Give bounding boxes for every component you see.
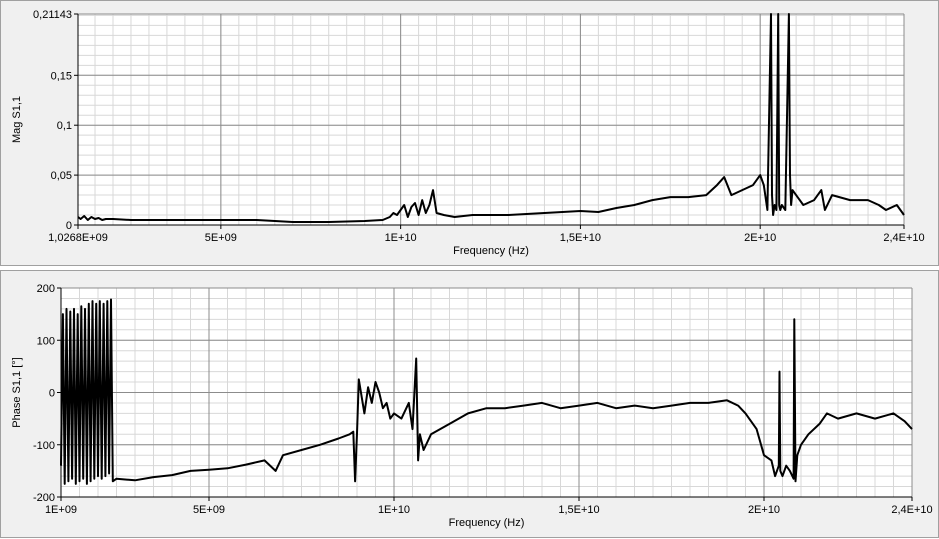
minor-grid <box>78 14 905 225</box>
x-tick-label: 2E+10 <box>748 504 780 516</box>
x-tick-label: 5E+09 <box>205 232 237 244</box>
x-tick-label: 1,0268E+09 <box>48 232 108 244</box>
x-tick-label: 5E+09 <box>193 504 225 516</box>
magnitude-chart: 0 0,05 0,1 0,15 0,21143 1,0268E+09 5E+09 1E+10 1… <box>11 9 925 257</box>
series-line-0 <box>60 298 913 485</box>
phase-chart: -200 -100 0 100 200 1E+09 5E+09 1E+10 1,5E+10 2E+… <box>11 283 933 529</box>
y-tick-label: 0,1 <box>57 120 72 132</box>
y-axis-title: Mag S1,1 <box>11 96 23 143</box>
x-tick-label: 1,5E+10 <box>560 232 601 244</box>
x-tick-label: 1E+10 <box>378 504 410 516</box>
phase-chart-panel: -200 -100 0 100 200 1E+09 5E+09 1E+10 1,5E+10 2E+… <box>0 270 939 538</box>
y-tick-label: -200 <box>33 492 55 504</box>
y-tick-label: -100 <box>33 440 55 452</box>
y-tick-label: 0,21143 <box>33 9 72 21</box>
y-tick-label: 0 <box>66 220 72 232</box>
y-tick-label: 200 <box>37 283 55 295</box>
y-tick-label: 0,15 <box>51 70 72 82</box>
x-tick-label: 1,5E+10 <box>558 504 599 516</box>
series-line-0 <box>77 13 905 223</box>
y-tick-label: 100 <box>37 335 55 347</box>
x-tick-label: 1E+09 <box>45 504 77 516</box>
x-tick-label: 2E+10 <box>744 232 776 244</box>
x-axis-title: Frequency (Hz) <box>449 517 525 529</box>
x-axis-title: Frequency (Hz) <box>453 245 529 257</box>
x-tick-label: 2,4E+10 <box>883 232 924 244</box>
magnitude-chart-panel: 0 0,05 0,1 0,15 0,21143 1,0268E+09 5E+09 1E+10 1… <box>0 0 939 266</box>
x-tick-label: 2,4E+10 <box>891 504 932 516</box>
y-tick-label: 0,05 <box>51 170 72 182</box>
y-tick-label: 0 <box>49 388 55 400</box>
x-tick-label: 1E+10 <box>385 232 417 244</box>
y-axis-title: Phase S1,1 [°] <box>11 357 23 427</box>
